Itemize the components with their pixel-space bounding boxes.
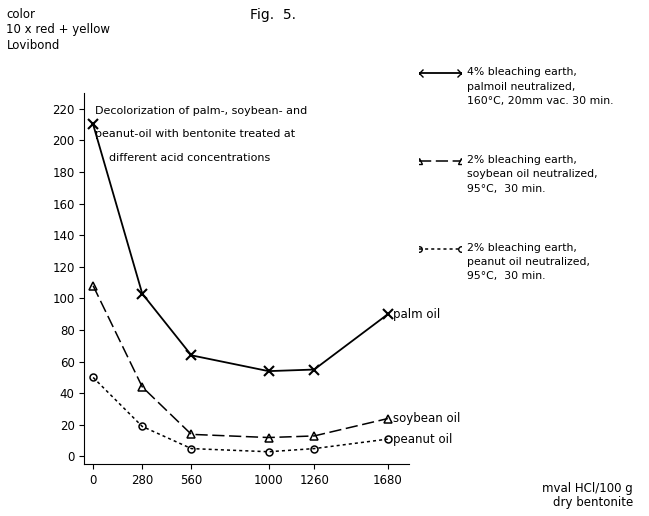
Text: 4% bleaching earth,: 4% bleaching earth, [467,67,577,77]
Text: 95°C,  30 min.: 95°C, 30 min. [467,271,546,281]
Text: Decolorization of palm-, soybean- and: Decolorization of palm-, soybean- and [95,106,307,116]
Text: peanut oil: peanut oil [393,432,452,446]
Text: Lovibond: Lovibond [6,39,60,52]
Text: color: color [6,8,36,21]
Text: palmoil neutralized,: palmoil neutralized, [467,82,576,91]
Text: 10 x red + yellow: 10 x red + yellow [6,23,110,36]
Text: 160°C, 20mm vac. 30 min.: 160°C, 20mm vac. 30 min. [467,96,614,106]
Text: 2% bleaching earth,: 2% bleaching earth, [467,243,577,252]
Text: peanut oil neutralized,: peanut oil neutralized, [467,257,591,267]
Text: palm oil: palm oil [393,308,440,321]
Text: 95°C,  30 min.: 95°C, 30 min. [467,184,546,194]
Text: dry bentonite: dry bentonite [552,496,633,509]
Text: Fig.  5.: Fig. 5. [250,8,295,22]
Text: 2% bleaching earth,: 2% bleaching earth, [467,155,577,165]
Text: different acid concentrations: different acid concentrations [95,153,270,163]
Text: mval HCl/100 g: mval HCl/100 g [542,482,633,495]
Text: soybean oil neutralized,: soybean oil neutralized, [467,169,598,179]
Text: peanut-oil with bentonite treated at: peanut-oil with bentonite treated at [95,129,295,139]
Text: soybean oil: soybean oil [393,412,460,425]
